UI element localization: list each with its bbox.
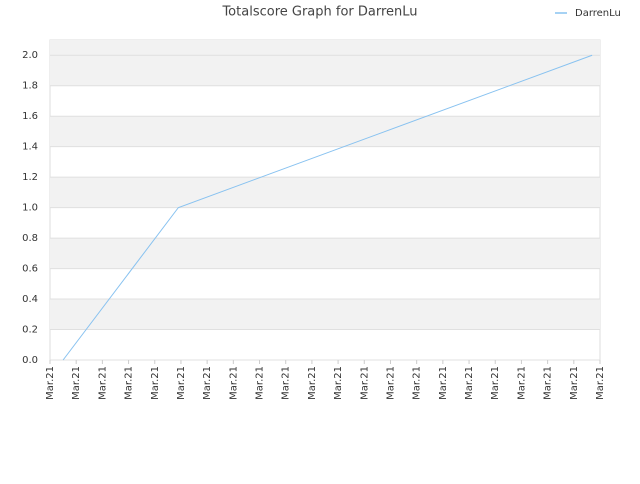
y-tick-label: 0.4 — [22, 294, 38, 305]
y-tick-label: 0.6 — [22, 264, 38, 275]
x-tick-label: Mar.21 — [595, 366, 606, 400]
x-tick-label: Mar.21 — [281, 366, 292, 400]
x-tick-label: Mar.21 — [202, 366, 213, 400]
y-tick-label: 0.8 — [22, 233, 38, 244]
x-tick-label: Mar.21 — [333, 366, 344, 400]
x-tick-label: Mar.21 — [150, 366, 161, 400]
grid-band — [50, 55, 600, 86]
y-tick-label: 1.6 — [22, 111, 38, 122]
y-tick-label: 1.4 — [22, 142, 38, 153]
x-tick-label: Mar.21 — [385, 366, 396, 400]
x-tick-label: Mar.21 — [176, 366, 187, 400]
y-tick-label: 0.2 — [22, 325, 38, 336]
x-tick-label: Mar.21 — [490, 366, 501, 400]
x-tick-label: Mar.21 — [307, 366, 318, 400]
data-line — [62, 54, 593, 361]
grid-band — [50, 40, 600, 56]
x-tick-label: Mar.21 — [438, 366, 449, 400]
grid-band — [50, 177, 600, 208]
grid-band — [50, 116, 600, 147]
x-tick-label: Mar.21 — [97, 366, 108, 400]
x-tick-label: Mar.21 — [45, 366, 56, 400]
x-tick-label: Mar.21 — [412, 366, 423, 400]
y-tick-label: 1.8 — [22, 81, 38, 92]
y-tick-label: 0.0 — [22, 355, 38, 366]
x-tick-label: Mar.21 — [228, 366, 239, 400]
grid-band — [50, 299, 600, 330]
chart-title: Totalscore Graph for DarrenLu — [221, 5, 417, 20]
x-tick-label: Mar.21 — [359, 366, 370, 400]
y-tick-label: 2.0 — [22, 50, 38, 61]
x-tick-label: Mar.21 — [124, 366, 135, 400]
grid-band — [50, 238, 600, 269]
y-tick-label: 1.0 — [22, 203, 38, 214]
x-tick-label: Mar.21 — [543, 366, 554, 400]
legend-label: DarrenLu — [575, 8, 621, 19]
x-tick-label: Mar.21 — [71, 366, 82, 400]
x-tick-label: Mar.21 — [255, 366, 266, 400]
x-tick-label: Mar.21 — [516, 366, 527, 400]
x-tick-label: Mar.21 — [569, 366, 580, 400]
y-tick-label: 1.2 — [22, 172, 38, 183]
x-tick-label: Mar.21 — [464, 366, 475, 400]
